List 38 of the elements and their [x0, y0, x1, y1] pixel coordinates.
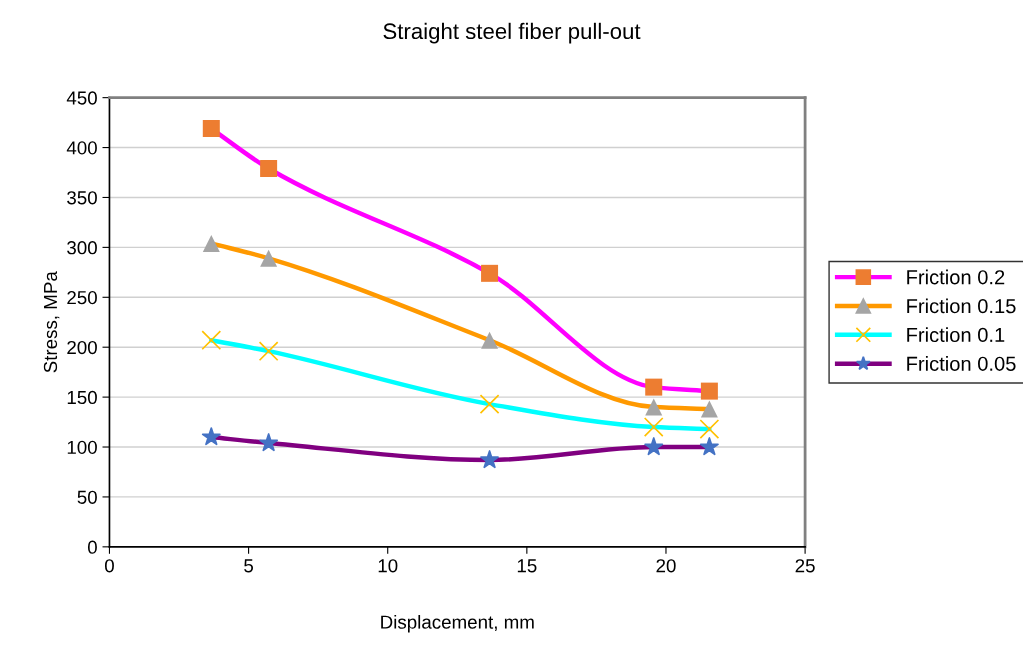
point: [645, 398, 663, 416]
legend-label: Friction 0.2: [907, 269, 1005, 285]
y-tick-label: 0: [87, 540, 97, 554]
y-tick-label: 100: [67, 440, 97, 454]
y-tick-label: 300: [67, 241, 97, 255]
y-axis-title: Stress, MPa: [43, 271, 60, 373]
x-tick-label: 25: [795, 559, 815, 573]
point: [481, 331, 499, 349]
point: [202, 120, 220, 138]
point: [699, 419, 720, 439]
point: [260, 249, 278, 267]
y-tick-label: 150: [67, 390, 97, 405]
legend-label: Friction 0.05: [907, 356, 1016, 371]
point: [481, 264, 499, 282]
point: [700, 382, 718, 400]
x-tick-label: 5: [244, 559, 254, 573]
point: [645, 378, 663, 396]
y-tick-label: 200: [67, 340, 97, 355]
point: [260, 160, 278, 178]
y-tick-label: 250: [67, 290, 97, 305]
legend-label: Friction 0.15: [907, 298, 1016, 314]
legend-label: Friction 0.1: [907, 327, 1005, 343]
y-tick-label: 400: [66, 141, 97, 155]
chart-title: Straight steel fiber pull-out: [383, 22, 641, 44]
point: [700, 400, 718, 418]
x-tick-label: 15: [517, 559, 537, 573]
x-tick-label: 10: [378, 559, 398, 573]
x-axis-title: Displacement, mm: [381, 615, 534, 633]
x-tick-label: 0: [104, 559, 114, 573]
point: [202, 234, 220, 252]
point: [643, 417, 664, 437]
point: [258, 341, 279, 362]
point: [201, 330, 222, 351]
y-tick-label: 50: [77, 490, 97, 504]
y-tick-label: 450: [66, 91, 97, 105]
x-tick-label: 20: [656, 559, 676, 573]
point: [479, 394, 500, 414]
y-tick-label: 350: [67, 191, 97, 205]
